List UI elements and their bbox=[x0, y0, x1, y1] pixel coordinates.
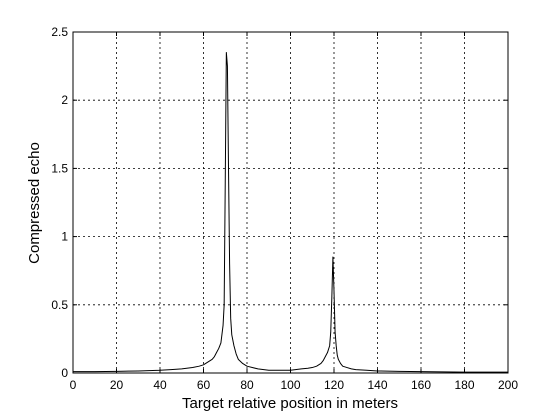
x-tick-label: 100 bbox=[280, 378, 300, 392]
x-tick-label: 0 bbox=[70, 378, 77, 392]
x-tick-label: 180 bbox=[454, 378, 474, 392]
x-tick-label: 60 bbox=[197, 378, 211, 392]
x-tick-label: 40 bbox=[153, 378, 167, 392]
x-tick-label: 20 bbox=[110, 378, 124, 392]
x-tick-label: 200 bbox=[498, 378, 518, 392]
y-tick-label: 2.5 bbox=[51, 25, 68, 39]
y-tick-label: 1 bbox=[61, 230, 68, 244]
x-axis-label: Target relative position in meters bbox=[182, 395, 398, 412]
x-axis-ticks: 0 20 40 60 80 100 120 140 160 180 200 bbox=[70, 32, 518, 392]
y-tick-label: 1.5 bbox=[51, 161, 68, 175]
series-line bbox=[73, 51, 508, 373]
x-tick-label: 160 bbox=[411, 378, 431, 392]
y-axis-ticks: 0 0.5 1 1.5 2 2.5 bbox=[51, 25, 508, 380]
x-tick-label: 120 bbox=[324, 378, 344, 392]
series-group bbox=[73, 51, 508, 373]
y-axis-label: Compressed echo bbox=[26, 142, 43, 264]
x-tick-label: 80 bbox=[240, 378, 254, 392]
grid-lines bbox=[73, 32, 508, 373]
x-tick-label: 140 bbox=[367, 378, 387, 392]
y-tick-label: 0 bbox=[61, 366, 68, 380]
y-tick-label: 2 bbox=[61, 93, 68, 107]
y-tick-label: 0.5 bbox=[51, 298, 68, 312]
